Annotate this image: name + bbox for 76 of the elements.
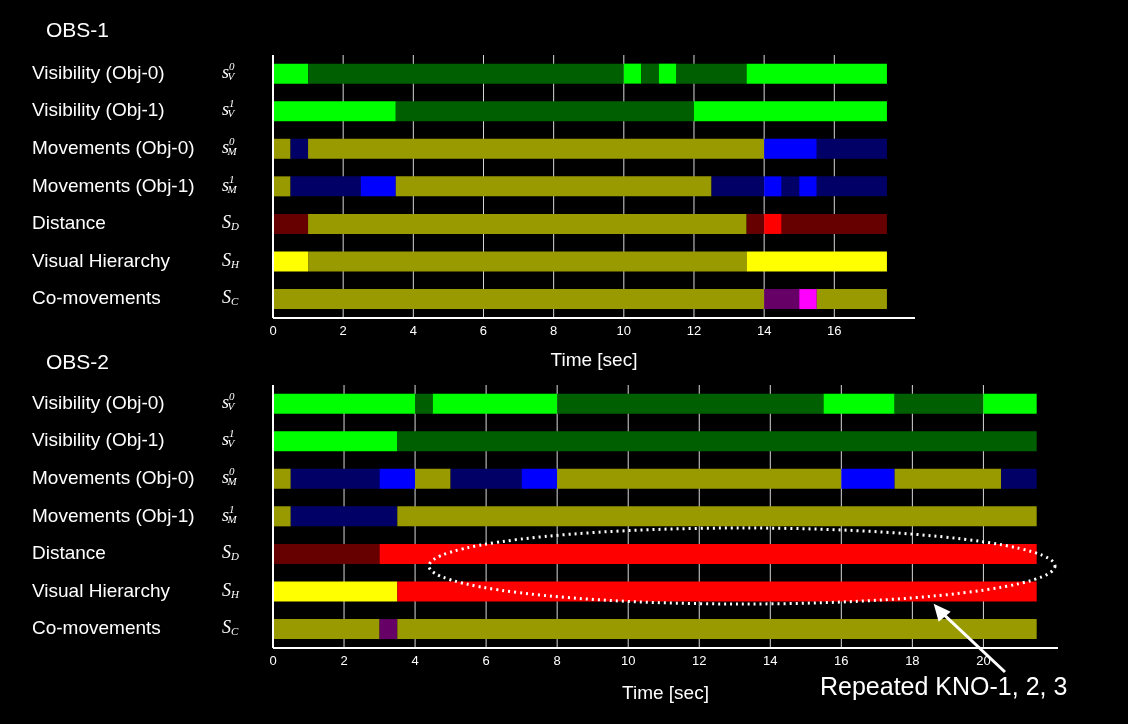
x-tick-label: 2 — [340, 653, 348, 669]
x-tick-label: 4 — [411, 653, 419, 669]
x-tick-label: 2 — [339, 323, 347, 339]
y-tick-label: Visual Hierarchy — [32, 579, 171, 601]
bar — [273, 138, 291, 159]
y-tick-label: Co-movements — [32, 617, 161, 639]
text: OBS-2 — [46, 350, 110, 374]
bar — [273, 468, 291, 489]
bar — [273, 619, 380, 640]
x-tick-label: 0 — [269, 653, 277, 669]
bar — [623, 63, 642, 84]
y-tick-label: Visibility (Obj-0) — [32, 391, 165, 413]
bar — [379, 619, 398, 640]
bar — [397, 506, 1037, 527]
x-tick-label: 12 — [692, 653, 707, 669]
y-tick-label: Visibility (Obj-1) — [32, 429, 165, 451]
bar — [273, 581, 398, 602]
y-tick-label: Distance — [32, 212, 106, 234]
bar — [781, 213, 887, 234]
y-tick-label: Visual Hierarchy — [32, 249, 171, 271]
bar — [816, 176, 887, 197]
y-tick-label: Movements (Obj-1) — [32, 174, 195, 196]
bar — [273, 289, 765, 310]
bar — [746, 251, 887, 272]
bar — [894, 468, 1002, 489]
x-tick-label: 4 — [409, 323, 417, 339]
bar — [816, 289, 887, 310]
y2-tick-label: S$_{D}$ — [222, 542, 239, 563]
y-tick-label: Distance — [32, 542, 106, 564]
x-tick-label: 6 — [482, 653, 490, 669]
y2-tick-label: S$_{H}$ — [222, 249, 240, 271]
x-tick-label: 14 — [763, 653, 778, 669]
y-tick-label: Movements (Obj-0) — [32, 466, 195, 488]
x-tick-label: 8 — [553, 653, 561, 669]
bar — [816, 138, 887, 159]
y2-tick-label: S$_{C}$ — [222, 287, 239, 308]
y-tick-label: Movements (Obj-1) — [32, 504, 195, 526]
bar — [273, 543, 380, 564]
x-tick-label: 10 — [620, 653, 636, 669]
text: OBS-1 — [46, 18, 110, 42]
bar — [273, 506, 291, 527]
bar — [746, 213, 765, 234]
x-tick-label: 10 — [616, 323, 632, 339]
y-tick-label: Movements (Obj-0) — [32, 136, 195, 158]
x-axis-title: Time [sec] — [622, 682, 709, 703]
bar — [841, 468, 895, 489]
bar — [273, 251, 309, 272]
x-tick-label: 16 — [834, 653, 849, 669]
y2-tick-label: S$_{C}$ — [222, 617, 239, 638]
x-tick-label: 18 — [905, 653, 920, 669]
y-tick-label: Co-movements — [32, 287, 161, 309]
bar — [799, 289, 817, 310]
x-tick-label: 0 — [269, 323, 277, 339]
y-tick-label: Visibility (Obj-1) — [32, 99, 165, 121]
x-axis-title: Time [sec] — [550, 349, 638, 370]
bar — [379, 543, 1037, 564]
bar — [395, 176, 712, 197]
bar — [273, 176, 291, 197]
x-tick-label: 6 — [479, 323, 488, 339]
y-tick-label: Visibility (Obj-0) — [32, 61, 165, 83]
bar — [764, 289, 800, 310]
x-tick-label: 16 — [827, 323, 842, 339]
bar — [764, 213, 782, 234]
bar — [1001, 468, 1037, 489]
bar — [799, 176, 817, 197]
bar — [693, 101, 887, 122]
x-tick-label: 12 — [686, 323, 702, 339]
bar — [273, 213, 309, 234]
y2-tick-label: S$_{D}$ — [222, 212, 239, 233]
x-tick-label: 8 — [550, 323, 558, 339]
bar — [397, 581, 1037, 602]
x-tick-label: 14 — [756, 323, 772, 339]
bar — [711, 176, 765, 197]
annotation: Repeated KNO-1, 2, 3 — [820, 672, 1068, 701]
y2-tick-label: S$_{H}$ — [222, 579, 240, 601]
bar — [397, 619, 1037, 640]
